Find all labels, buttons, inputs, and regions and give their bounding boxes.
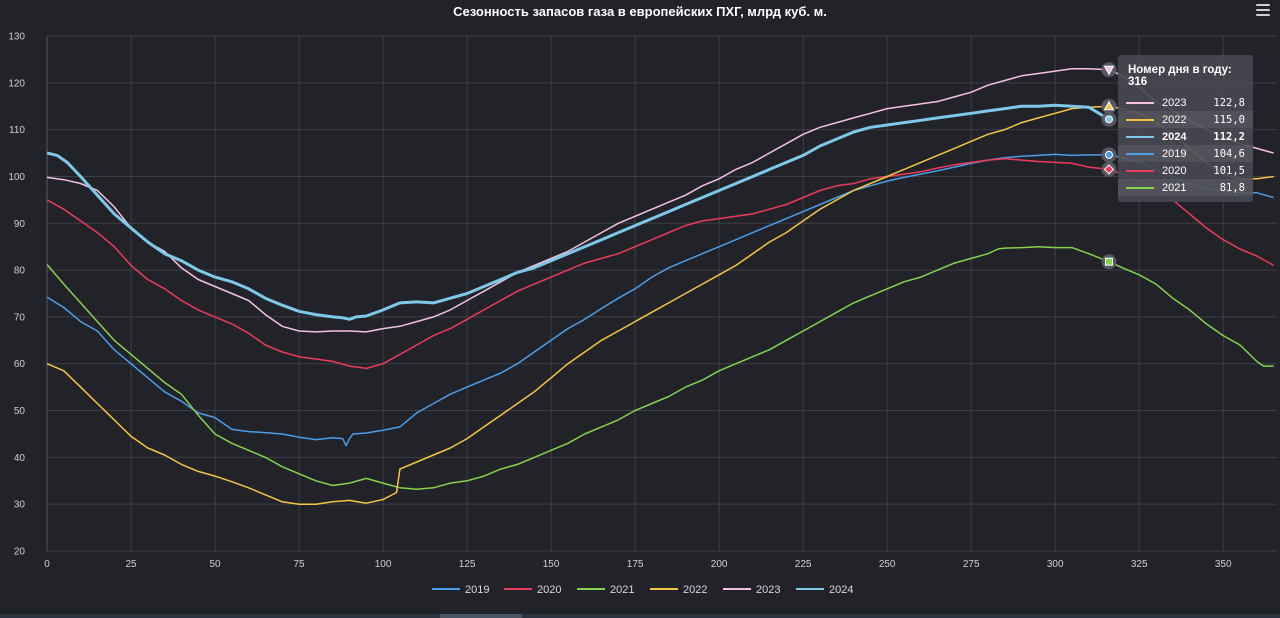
series-line-2021[interactable] — [46, 245, 1274, 490]
tooltip-series-value: 122,8 — [1213, 96, 1245, 109]
series-line-2019[interactable] — [46, 153, 1274, 447]
y-tick-label: 110 — [9, 125, 25, 136]
tooltip-row: 2021 81,8 — [1118, 179, 1253, 196]
y-tick-label: 70 — [14, 312, 26, 323]
y-tick-label: 40 — [14, 453, 26, 464]
tooltip: Номер дня в году: 316 2023 122,8 2022 115,0… — [1118, 55, 1253, 202]
x-tick-label: 275 — [963, 559, 980, 570]
tooltip-series-value: 115,0 — [1213, 113, 1245, 126]
x-tick-label: 325 — [1131, 559, 1148, 570]
tooltip-series-name: 2023 — [1162, 96, 1187, 109]
x-tick-label: 350 — [1215, 559, 1232, 570]
x-tick-label: 150 — [543, 559, 560, 570]
tooltip-series-name: 2022 — [1162, 113, 1187, 126]
x-tick-label: 25 — [125, 559, 137, 570]
x-tick-label: 75 — [293, 559, 305, 570]
marker-2022[interactable] — [1103, 100, 1115, 111]
series-line-2020[interactable] — [46, 157, 1274, 370]
y-tick-label: 30 — [14, 500, 26, 511]
tooltip-row: 2019 104,6 — [1118, 145, 1253, 162]
tooltip-series-name: 2024 — [1162, 130, 1187, 143]
tooltip-header: Номер дня в году: 316 — [1128, 64, 1232, 88]
legend: 2019 2020 2021 2022 2023 2024 — [432, 584, 853, 596]
y-tick-label: 100 — [8, 172, 25, 183]
tooltip-series-name: 2021 — [1162, 181, 1187, 194]
series-line-2024[interactable] — [46, 103, 1110, 321]
legend-item-2022[interactable]: 2022 — [683, 584, 707, 596]
legend-item-2021[interactable]: 2021 — [610, 584, 634, 596]
tooltip-swatch — [1126, 186, 1154, 189]
tooltip-row: 2024 112,2 — [1118, 128, 1253, 145]
tooltip-series-value: 112,2 — [1213, 130, 1245, 143]
series-line-2022[interactable] — [46, 105, 1274, 505]
menu-icon[interactable] — [1256, 4, 1270, 16]
horizontal-scrollbar[interactable] — [0, 614, 1280, 618]
x-tick-label: 225 — [795, 559, 812, 570]
tooltip-swatch — [1126, 135, 1154, 138]
x-tick-label: 250 — [879, 559, 896, 570]
y-tick-label: 20 — [14, 547, 26, 558]
tooltip-swatch — [1126, 118, 1154, 121]
legend-item-2019[interactable]: 2019 — [465, 584, 489, 596]
tooltip-series-name: 2020 — [1162, 164, 1187, 177]
tooltip-series-value: 81,8 — [1219, 181, 1245, 194]
grid — [46, 35, 1277, 552]
marker-2019[interactable] — [1104, 150, 1113, 159]
marker-2021[interactable] — [1104, 257, 1113, 266]
x-tick-label: 125 — [459, 559, 476, 570]
legend-item-2020[interactable]: 2020 — [537, 584, 561, 596]
legend-item-2023[interactable]: 2023 — [756, 584, 780, 596]
series-line-2023[interactable] — [46, 68, 1274, 333]
marker-2020[interactable] — [1103, 164, 1115, 175]
tooltip-swatch — [1126, 169, 1154, 172]
chart-title: Сезонность запасов газа в европейских ПХ… — [453, 4, 827, 19]
tooltip-row: 2023 122,8 — [1118, 94, 1253, 111]
y-tick-label: 50 — [14, 406, 26, 417]
tooltip-series-name: 2019 — [1162, 147, 1187, 160]
tooltip-series-value: 104,6 — [1213, 147, 1245, 160]
tooltip-swatch — [1126, 101, 1154, 104]
x-tick-label: 300 — [1047, 559, 1064, 570]
y-tick-label: 120 — [8, 78, 25, 89]
x-tick-label: 0 — [44, 559, 50, 570]
y-tick-label: 130 — [8, 32, 25, 43]
x-axis: 0 25 50 75 100 125 150 175 200 225 250 275 300 325 350 — [44, 559, 1232, 570]
hover-markers — [1101, 62, 1117, 270]
y-tick-label: 80 — [14, 266, 26, 277]
y-tick-label: 60 — [14, 359, 26, 370]
marker-2023[interactable] — [1103, 65, 1115, 76]
scrollbar-thumb[interactable] — [440, 614, 522, 618]
marker-2024[interactable] — [1104, 115, 1113, 124]
x-tick-label: 100 — [375, 559, 392, 570]
y-tick-label: 90 — [14, 219, 26, 230]
tooltip-swatch — [1126, 152, 1154, 155]
y-axis: 20 30 40 50 60 70 80 90 100 110 120 130 — [8, 32, 25, 558]
tooltip-row: 2022 115,0 — [1118, 111, 1253, 128]
tooltip-series-value: 101,5 — [1213, 164, 1245, 177]
legend-item-2024[interactable]: 2024 — [829, 584, 853, 596]
x-tick-label: 200 — [711, 559, 728, 570]
series-lines — [46, 68, 1274, 505]
x-tick-label: 50 — [209, 559, 221, 570]
tooltip-row: 2020 101,5 — [1118, 162, 1253, 179]
x-tick-label: 175 — [627, 559, 644, 570]
